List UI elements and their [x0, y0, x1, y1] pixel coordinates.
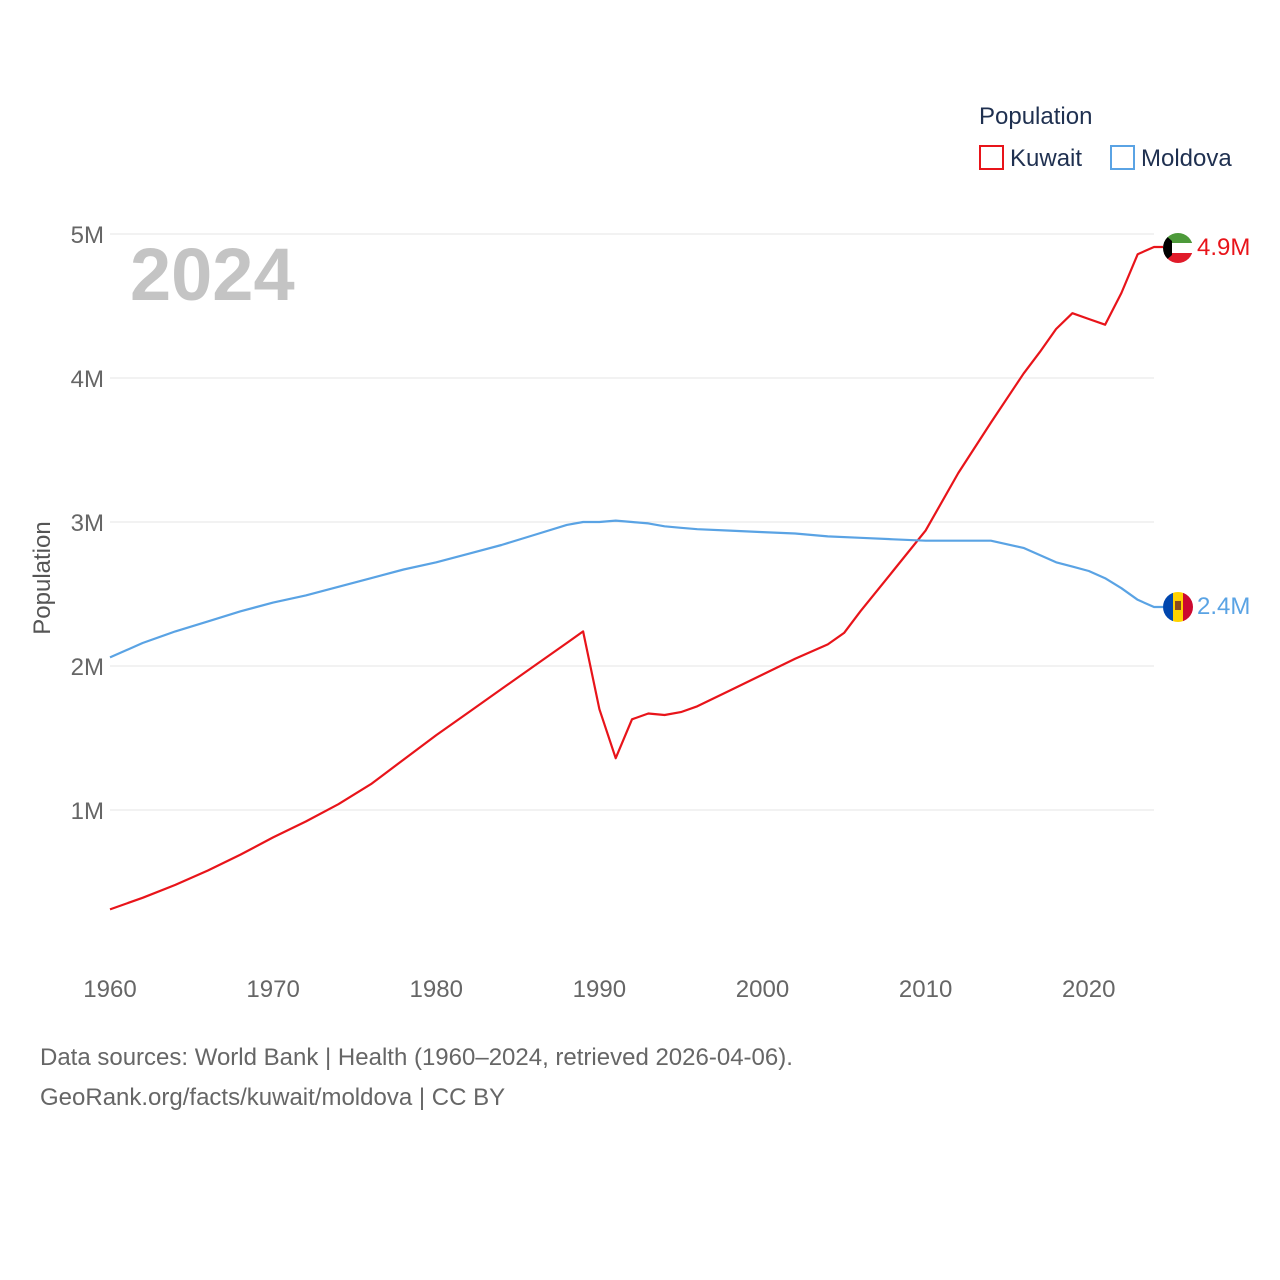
- legend: Population Kuwait Moldova: [979, 103, 1232, 172]
- source-note: Data sources: World Bank | Health (1960–…: [40, 1044, 793, 1071]
- legend-swatch-moldova[interactable]: [1110, 145, 1135, 170]
- legend-title: Population: [979, 103, 1092, 130]
- x-tick-label: 1960: [83, 976, 136, 1003]
- y-tick-label: 2M: [71, 654, 104, 681]
- x-tick-label: 1980: [410, 976, 463, 1003]
- kuwait-end-label: 4.9M: [1197, 234, 1250, 261]
- y-tick-label: 1M: [71, 798, 104, 825]
- kuwait-flag-icon: [1163, 233, 1193, 263]
- series-line-moldova[interactable]: [109, 519, 1163, 659]
- x-tick-label: 2010: [899, 976, 952, 1003]
- x-axis-ticks: 1960 1970 1980 1990 2000 2010 2020: [83, 976, 1115, 1003]
- legend-label-kuwait[interactable]: Kuwait: [1010, 145, 1082, 172]
- year-watermark: 2024: [130, 233, 295, 316]
- legend-label-moldova[interactable]: Moldova: [1141, 145, 1232, 172]
- series-line-kuwait[interactable]: [109, 245, 1163, 911]
- series-lines: [109, 245, 1163, 911]
- source-link[interactable]: GeoRank.org/facts/kuwait/moldova | CC BY: [40, 1084, 506, 1111]
- x-tick-label: 2020: [1062, 976, 1115, 1003]
- y-tick-label: 5M: [71, 222, 104, 249]
- x-tick-label: 2000: [736, 976, 789, 1003]
- y-axis-title: Population: [29, 521, 56, 634]
- legend-swatch-kuwait[interactable]: [979, 145, 1004, 170]
- x-tick-label: 1990: [573, 976, 626, 1003]
- y-tick-label: 3M: [71, 510, 104, 537]
- x-tick-label: 1970: [246, 976, 299, 1003]
- moldova-end-label: 2.4M: [1197, 593, 1250, 620]
- y-tick-label: 4M: [71, 366, 104, 393]
- moldova-flag-icon: [1163, 592, 1193, 622]
- y-axis-ticks: 1M 2M 3M 4M 5M: [71, 222, 104, 825]
